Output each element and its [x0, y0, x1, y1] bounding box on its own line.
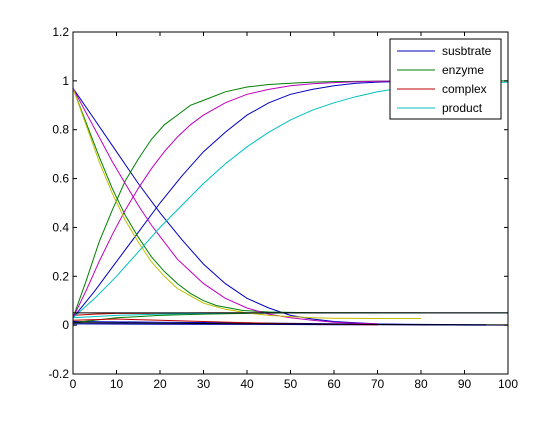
series-line-11	[72, 80, 422, 319]
y-tick-label: 0.4	[52, 220, 69, 234]
y-tick-label: 0.8	[52, 123, 69, 137]
x-tick-label: 10	[110, 377, 124, 391]
x-tick-label: 0	[70, 377, 77, 391]
x-tick-label: 20	[153, 377, 167, 391]
legend-box	[389, 38, 502, 120]
x-tick-label: 80	[414, 377, 428, 391]
x-tick-label: 30	[197, 377, 211, 391]
y-axis: -0.2 0 0.2 0.4 0.6 0.8 1 1.2	[48, 25, 508, 381]
y-tick-label: 0.2	[52, 269, 69, 283]
legend-label: complex	[442, 82, 487, 96]
series-line-6	[72, 80, 508, 318]
y-tick-label: 0.6	[52, 172, 69, 186]
series-layer	[72, 80, 509, 326]
x-tick-label: 40	[240, 377, 254, 391]
x-tick-label: 90	[458, 377, 472, 391]
legend-label: product	[442, 101, 483, 115]
legend-label: enzyme	[442, 63, 484, 77]
y-tick-label: 1	[62, 74, 69, 88]
legend: susbtrate enzyme complex product	[389, 38, 502, 120]
x-tick-label: 100	[498, 377, 518, 391]
series-line-12	[72, 88, 421, 319]
x-tick-label: 60	[327, 377, 341, 391]
x-tick-label: 70	[371, 377, 385, 391]
x-axis: 0 10 20 30 40 50 60 70 80 90 100	[70, 32, 518, 391]
series-line-16	[72, 322, 509, 326]
y-tick-label: 1.2	[52, 25, 69, 39]
series-line-10	[72, 87, 378, 325]
y-tick-label: 0	[62, 318, 69, 332]
y-tick-label: -0.2	[48, 367, 69, 381]
x-tick-label: 50	[284, 377, 298, 391]
legend-label: susbtrate	[442, 44, 492, 58]
